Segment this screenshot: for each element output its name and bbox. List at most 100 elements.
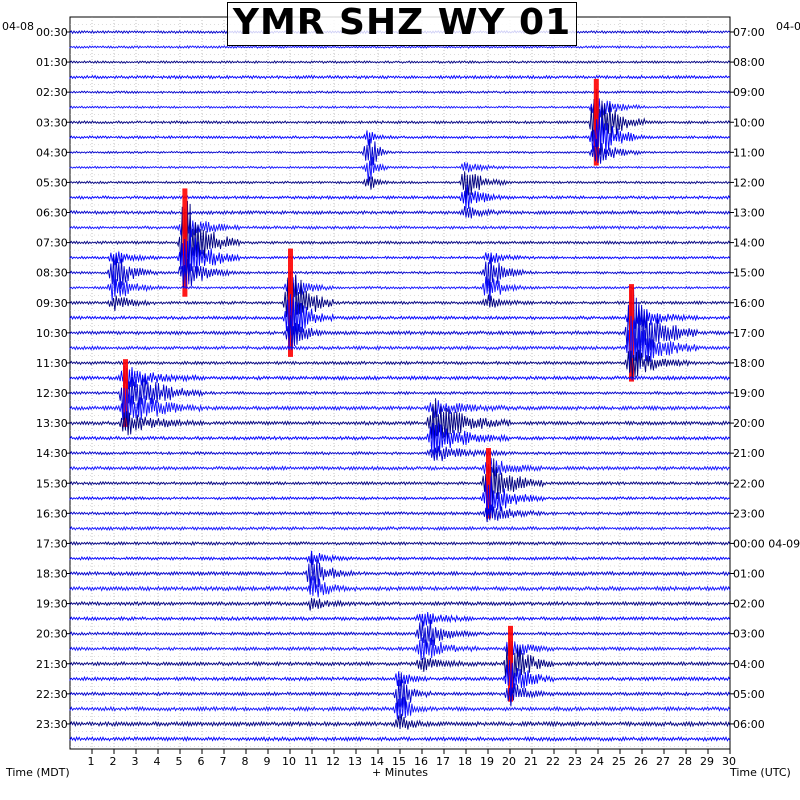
left-time-label: 06:30 [36, 207, 68, 220]
x-tick-label: 16 [414, 755, 428, 768]
seismic-trace [69, 270, 731, 302]
right-time-label: 04:00 [733, 658, 765, 671]
x-axis-label: + Minutes [372, 766, 429, 779]
left-axis-label: Time (MDT) [6, 766, 70, 779]
right-time-label: 05:00 [733, 688, 765, 701]
x-tick-label: 19 [480, 755, 494, 768]
left-time-label: 15:30 [36, 477, 68, 490]
right-time-label: 17:00 [733, 327, 765, 340]
seismic-trace [69, 255, 731, 296]
x-tick-label: 4 [154, 755, 161, 768]
seismic-trace [69, 138, 731, 166]
seismic-trace [69, 45, 731, 50]
left-time-label: 05:30 [36, 176, 68, 189]
x-tick-label: 20 [502, 755, 516, 768]
seismic-trace [69, 640, 731, 694]
left-time-label: 04:30 [36, 146, 68, 159]
seismic-trace [69, 696, 731, 720]
right-time-label: 03:00 [733, 628, 765, 641]
seismic-trace [69, 540, 731, 546]
x-tick-label: 25 [612, 755, 626, 768]
x-tick-label: 6 [198, 755, 205, 768]
seismic-trace [69, 88, 731, 161]
seismic-trace [69, 619, 731, 652]
right-time-label: 16:00 [733, 297, 765, 310]
left-time-label: 12:30 [36, 387, 68, 400]
x-tick-label: 7 [220, 755, 227, 768]
right-time-label: 14:00 [733, 237, 765, 250]
left-time-label: 23:30 [36, 718, 68, 731]
seismic-trace [69, 270, 731, 343]
seismic-trace [69, 367, 731, 390]
seismic-trace [69, 90, 731, 95]
right-time-label: 02:00 [733, 598, 765, 611]
right-time-label: 19:00 [733, 387, 765, 400]
left-time-label: 09:30 [36, 297, 68, 310]
x-tick-label: 9 [264, 755, 271, 768]
seismic-trace [69, 171, 731, 201]
x-tick-label: 5 [176, 755, 183, 768]
seismic-trace [69, 112, 731, 155]
left-time-label: 14:30 [36, 447, 68, 460]
left-time-label: 03:30 [36, 116, 68, 129]
seismic-trace [69, 713, 731, 730]
x-tick-label: 1 [88, 755, 95, 768]
seismic-trace [69, 576, 731, 598]
seismic-trace [69, 597, 731, 611]
seismic-trace [69, 349, 731, 379]
seismic-trace [69, 288, 731, 368]
seismic-trace [69, 458, 731, 508]
seismic-trace [69, 550, 731, 565]
seismic-trace [69, 398, 731, 448]
seismic-trace [69, 96, 731, 123]
x-tick-label: 22 [546, 755, 560, 768]
left-time-label: 17:30 [36, 537, 68, 550]
right-time-label: 09:00 [733, 86, 765, 99]
seismic-trace [69, 294, 731, 351]
seismic-trace [69, 206, 731, 219]
seismic-trace [69, 457, 731, 477]
seismic-trace [69, 315, 731, 373]
right-time-label: 22:00 [733, 477, 765, 490]
left-time-label: 20:30 [36, 628, 68, 641]
right-time-label: 06:00 [733, 718, 765, 731]
x-tick-label: 10 [282, 755, 296, 768]
seismic-trace [69, 74, 731, 80]
chart-title: YMR SHZ WY 01 [232, 2, 572, 43]
left-time-label: 22:30 [36, 688, 68, 701]
right-time-label: 11:00 [733, 146, 765, 159]
seismic-trace [69, 672, 731, 712]
seismic-trace [69, 229, 731, 290]
x-tick-label: 24 [590, 755, 604, 768]
left-time-label: 18:30 [36, 568, 68, 581]
right-time-label: 07:00 [733, 26, 765, 39]
right-axis-label: Time (UTC) [730, 766, 791, 779]
right-time-label: 13:00 [733, 207, 765, 220]
x-tick-label: 13 [348, 755, 362, 768]
seismic-trace [69, 422, 731, 456]
x-tick-label: 26 [634, 755, 648, 768]
right-time-label: 21:00 [733, 447, 765, 460]
right-time-label: 00:00 04-09 [733, 537, 800, 550]
left-time-label: 07:30 [36, 237, 68, 250]
x-tick-label: 11 [304, 755, 318, 768]
right-time-label: 15:00 [733, 267, 765, 280]
seismic-trace [69, 612, 731, 627]
x-tick-label: 18 [458, 755, 472, 768]
seismic-trace [69, 476, 731, 521]
left-time-label: 13:30 [36, 417, 68, 430]
x-tick-label: 3 [132, 755, 139, 768]
x-tick-label: 14 [370, 755, 384, 768]
start-date-right: 04-0 [776, 20, 800, 33]
seismic-trace [69, 60, 731, 65]
x-tick-label: 17 [436, 755, 450, 768]
left-time-label: 08:30 [36, 267, 68, 280]
right-time-label: 08:00 [733, 56, 765, 69]
left-time-label: 00:30 [36, 26, 68, 39]
left-time-label: 11:30 [36, 357, 68, 370]
seismic-trace [69, 445, 731, 462]
left-time-label: 16:30 [36, 507, 68, 520]
seismic-trace [69, 659, 731, 697]
right-time-label: 18:00 [733, 357, 765, 370]
